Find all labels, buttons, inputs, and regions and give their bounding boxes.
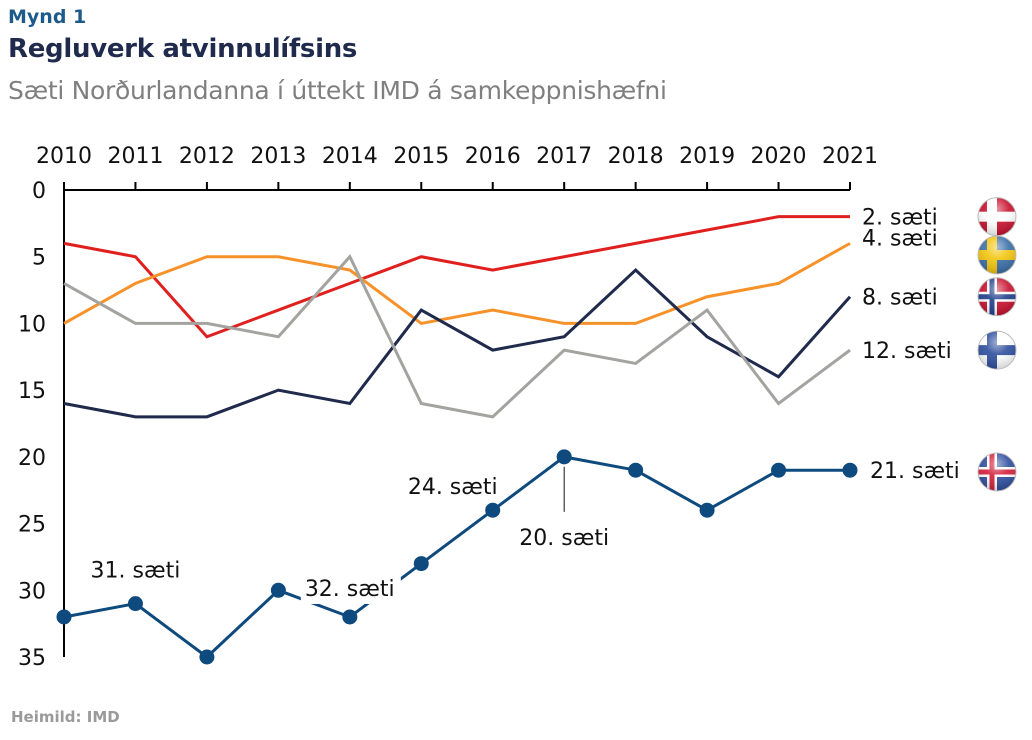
data-point <box>485 502 501 518</box>
norway-flag-icon <box>977 277 1017 317</box>
point-annotation: 20. sæti <box>519 526 609 551</box>
x-tick-label: 2018 <box>608 144 664 169</box>
x-tick-label: 2017 <box>536 144 592 169</box>
end-label: 12. sæti <box>862 339 952 364</box>
end-label: 4. sæti <box>862 226 938 251</box>
denmark-flag-icon <box>977 197 1017 237</box>
y-tick-label: 10 <box>18 312 46 337</box>
data-point <box>556 449 572 465</box>
point-annotation: 24. sæti <box>408 475 498 500</box>
x-tick-label: 2015 <box>393 144 449 169</box>
data-point <box>699 502 715 518</box>
data-point <box>199 649 215 665</box>
chart-subtitle: Sæti Norðurlandanna í úttekt IMD á samke… <box>8 76 667 105</box>
end-label: 2. sæti <box>862 206 938 231</box>
data-point <box>342 609 358 625</box>
x-tick-label: 2016 <box>465 144 521 169</box>
axes: 2010 2011 2012 2013 2014 2015 2016 2017 2018 2019… <box>18 144 878 671</box>
series-lines <box>56 215 858 665</box>
source-note: Heimild: IMD <box>11 708 120 726</box>
x-tick-label: 2013 <box>250 144 306 169</box>
data-point <box>771 462 787 478</box>
series-line-finland <box>63 254 851 419</box>
finland-flag-icon <box>977 330 1017 370</box>
x-tick-label: 2012 <box>179 144 235 169</box>
series-line-denmark <box>63 215 850 339</box>
y-tick-label: 30 <box>18 579 46 604</box>
data-point <box>842 462 858 478</box>
data-point <box>628 462 644 478</box>
end-label: 21. sæti <box>870 459 960 484</box>
series-line-norway <box>63 268 852 419</box>
y-tick-label: 35 <box>18 646 46 671</box>
point-annotation: 31. sæti <box>91 559 181 584</box>
chart-title: Regluverk atvinnulífsins <box>8 34 358 64</box>
x-tick-label: 2019 <box>679 144 735 169</box>
data-point <box>56 609 72 625</box>
data-point <box>413 556 429 572</box>
data-point <box>127 596 143 612</box>
data-point <box>270 582 286 598</box>
iceland-flag-icon <box>977 452 1017 492</box>
flags <box>977 197 1017 492</box>
annotations: 31. sæti 32. sæti 24. sæti 20. sæti <box>91 466 609 604</box>
series-line-sweden <box>63 242 851 326</box>
end-label: 8. sæti <box>862 286 938 311</box>
x-tick-label: 2020 <box>751 144 807 169</box>
label-knockout <box>300 575 401 604</box>
x-tick-label: 2014 <box>322 144 378 169</box>
figure-label: Mynd 1 <box>8 6 87 28</box>
sweden-flag-icon <box>977 235 1017 275</box>
y-tick-label: 20 <box>18 446 46 471</box>
point-annotation: 32. sæti <box>305 577 395 602</box>
y-tick-label: 15 <box>18 379 46 404</box>
series-line-iceland <box>63 455 850 659</box>
y-tick-label: 5 <box>32 246 46 271</box>
y-tick-label: 25 <box>18 513 46 538</box>
x-tick-label: 2021 <box>822 144 878 169</box>
x-tick-label: 2011 <box>107 144 163 169</box>
x-tick-label: 2010 <box>36 144 92 169</box>
y-tick-label: 0 <box>32 179 46 204</box>
